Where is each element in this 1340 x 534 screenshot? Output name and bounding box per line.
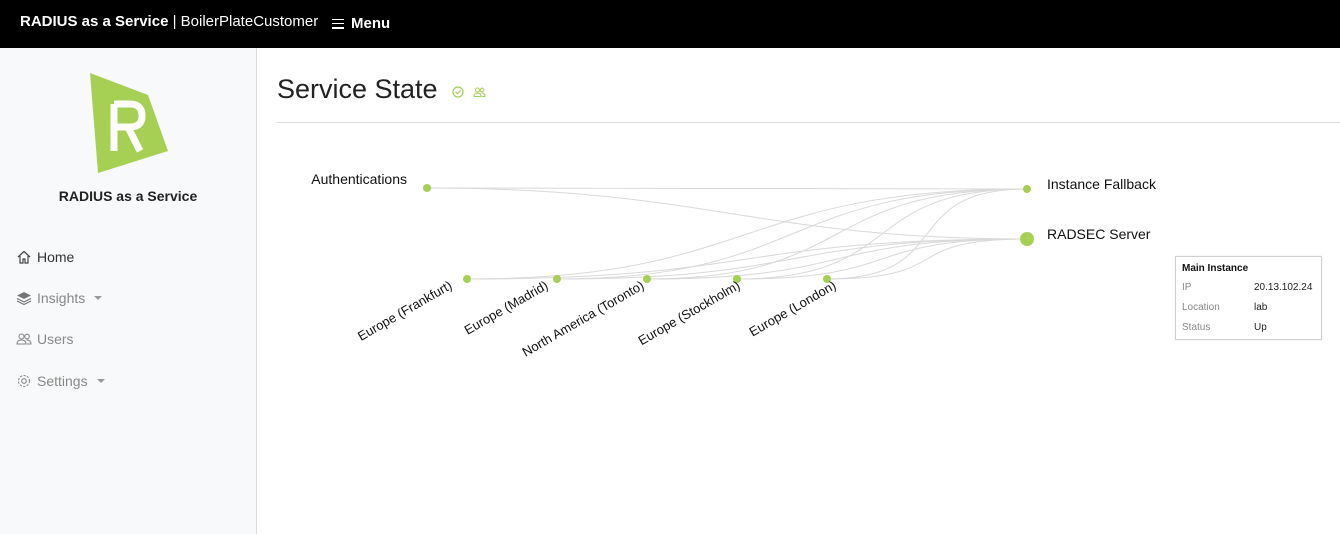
node-london[interactable] [823,275,831,283]
users-icon[interactable] [473,86,486,98]
sidebar-item-users[interactable]: Users [16,331,74,347]
menu-label: Menu [351,15,391,32]
brand-name: RADIUS as a Service [20,13,169,30]
radius-logo [90,73,168,173]
sidebar-item-insights[interactable]: Insights [16,290,103,306]
sidebar: RADIUS as a Service Home Insights Users … [0,48,257,534]
edge-toronto-radsec [646,238,1028,280]
sidebar-title: RADIUS as a Service [58,188,198,204]
check-circle-icon[interactable] [452,86,464,98]
sidebar-item-label: Settings [37,373,88,389]
chevron-down-icon [94,296,103,300]
info-value: 20.13.102.24 [1254,282,1313,293]
info-key: IP [1182,282,1192,293]
sidebar-item-label: Home [37,249,75,265]
label-authentications: Authentications [311,171,407,187]
edge-london-fallback [826,188,1028,280]
node-frankfurt[interactable] [463,275,471,283]
menu-button[interactable]: Menu [332,15,390,32]
label-london: Europe (London) [746,278,838,340]
edge-london-radsec [826,238,1028,280]
graph-labels: Authentications Instance Fallback RADSEC… [311,171,1157,360]
node-instance-fallback[interactable] [1023,185,1031,193]
edge-madrid-fallback [556,188,1028,280]
info-value: Up [1254,322,1267,333]
edge-frankfurt-radsec [466,238,1028,280]
layers-icon [16,292,32,306]
node-madrid[interactable] [553,275,561,283]
label-instance-fallback: Instance Fallback [1047,176,1157,192]
instance-info-tooltip: Main Instance IP 20.13.102.24 Location l… [1175,256,1322,340]
info-title: Main Instance [1182,263,1249,274]
node-radsec-server[interactable] [1020,232,1034,246]
edge-stockholm-fallback [736,188,1028,280]
label-frankfurt: Europe (Frankfurt) [355,278,454,344]
info-key: Status [1182,322,1211,333]
customer-name: | BoilerPlateCustomer [168,13,319,30]
main-content: Service State [257,48,1340,534]
node-stockholm[interactable] [733,275,741,283]
edge-auth-fallback [426,187,1028,190]
node-toronto[interactable] [643,275,651,283]
graph-edges [426,187,1028,280]
title-icons [452,86,486,98]
sidebar-item-settings[interactable]: Settings [16,373,105,389]
hamburger-icon [332,18,344,29]
brand[interactable]: RADIUS as a Service | BoilerPlateCustome… [20,13,318,30]
sidebar-item-home[interactable]: Home [16,249,74,265]
edge-toronto-fallback [646,188,1028,280]
label-stockholm: Europe (Stockholm) [636,278,743,348]
graph-nodes [423,184,1034,283]
edge-auth-radsec [426,187,1028,240]
sidebar-item-label: Users [37,331,74,347]
home-icon [17,250,31,264]
users-icon [16,333,32,345]
title-divider [277,122,1340,123]
service-graph: Authentications Instance Fallback RADSEC… [311,171,1157,360]
edge-stockholm-radsec [736,238,1028,280]
label-radsec-server: RADSEC Server [1047,226,1151,242]
edge-frankfurt-fallback [466,188,1028,280]
chevron-down-icon [96,379,105,383]
gear-icon [17,374,31,388]
page-title: Service State [277,74,438,104]
node-authentications[interactable] [423,184,431,192]
sidebar-item-label: Insights [37,290,86,306]
info-value: lab [1254,302,1268,313]
label-madrid: Europe (Madrid) [462,278,551,338]
info-key: Location [1182,302,1220,313]
top-navbar: RADIUS as a Service | BoilerPlateCustome… [0,0,1340,48]
